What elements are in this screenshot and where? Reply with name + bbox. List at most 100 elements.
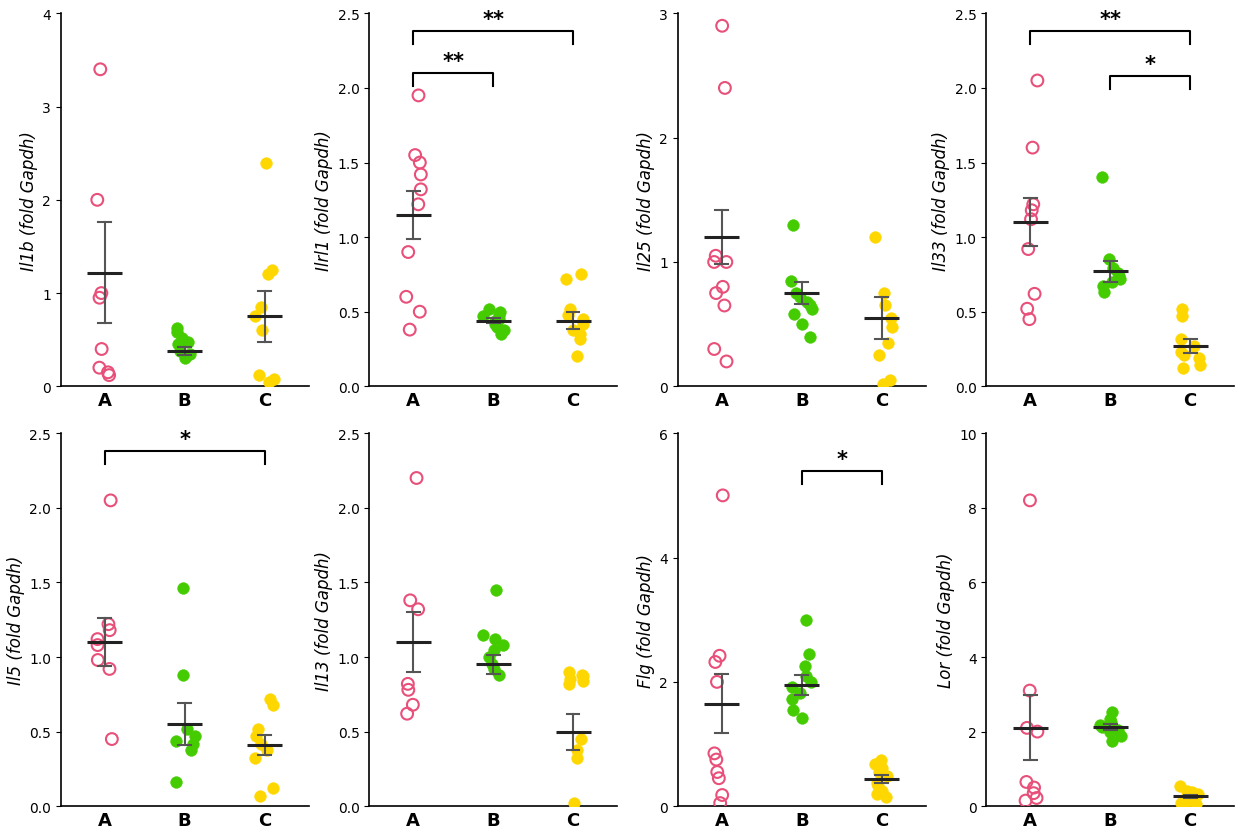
Point <box>706 250 726 263</box>
Point <box>706 287 726 300</box>
Y-axis label: Il1b (fold Gapdh): Il1b (fold Gapdh) <box>20 130 38 270</box>
Point <box>251 737 271 751</box>
Point <box>1021 204 1041 217</box>
Y-axis label: Flg (fold Gapdh): Flg (fold Gapdh) <box>637 553 655 687</box>
Point <box>712 489 732 502</box>
Point <box>248 369 268 382</box>
Point <box>573 675 593 688</box>
Point <box>558 308 578 322</box>
Point <box>408 89 428 103</box>
Point <box>1176 789 1196 803</box>
Y-axis label: Il13 (fold Gapdh): Il13 (fold Gapdh) <box>315 550 334 690</box>
Point <box>567 350 587 364</box>
Point <box>560 665 580 679</box>
Point <box>165 776 185 789</box>
Point <box>1189 352 1209 365</box>
Point <box>705 343 725 356</box>
Point <box>263 782 283 795</box>
Point <box>398 246 418 259</box>
Point <box>168 326 187 339</box>
Point <box>1170 779 1190 793</box>
Point <box>572 669 592 682</box>
Point <box>397 707 417 721</box>
Point <box>98 618 118 631</box>
Point <box>1109 273 1129 286</box>
Point <box>1098 253 1118 267</box>
Point <box>880 374 900 387</box>
Point <box>791 686 810 700</box>
Point <box>166 734 186 747</box>
Point <box>172 582 192 595</box>
Point <box>560 303 580 316</box>
Point <box>1100 712 1119 726</box>
Point <box>573 670 593 683</box>
Point <box>398 677 418 691</box>
Point <box>800 299 820 313</box>
Point <box>252 324 272 338</box>
Point <box>88 654 108 667</box>
Point <box>712 20 732 33</box>
Point <box>1026 792 1046 805</box>
Point <box>716 355 736 369</box>
Point <box>246 310 266 324</box>
Point <box>257 743 277 757</box>
Point <box>263 373 283 386</box>
Point <box>715 82 735 95</box>
Y-axis label: Ilrl1 (fold Gapdh): Ilrl1 (fold Gapdh) <box>315 130 334 271</box>
Point <box>484 662 504 675</box>
Point <box>410 306 429 319</box>
Point <box>99 624 119 637</box>
Point <box>710 797 730 810</box>
Point <box>1020 494 1040 507</box>
Point <box>872 784 892 798</box>
Point <box>87 194 107 207</box>
Point <box>1019 243 1039 257</box>
Point <box>484 643 504 656</box>
Point <box>707 675 727 689</box>
Point <box>401 594 421 607</box>
Point <box>1186 798 1206 811</box>
Point <box>565 797 585 810</box>
Point <box>1028 74 1047 88</box>
Point <box>1025 288 1045 301</box>
Point <box>867 788 887 801</box>
Point <box>875 299 895 313</box>
Point <box>1015 794 1035 808</box>
Text: *: * <box>179 430 190 450</box>
Point <box>1170 797 1190 810</box>
Point <box>795 614 815 627</box>
Point <box>1102 706 1122 719</box>
Point <box>704 256 724 269</box>
Point <box>259 375 279 389</box>
Point <box>258 268 278 282</box>
Point <box>1018 721 1037 735</box>
Point <box>1108 723 1128 737</box>
Point <box>172 332 192 345</box>
Point <box>567 743 587 757</box>
Point <box>874 287 894 300</box>
Point <box>474 628 494 641</box>
Point <box>707 766 727 779</box>
Point <box>710 650 730 663</box>
Point <box>715 299 735 313</box>
Text: **: ** <box>1100 10 1121 30</box>
Point <box>1185 340 1205 354</box>
Point <box>1174 349 1194 362</box>
Point <box>485 633 505 646</box>
Text: *: * <box>1144 55 1155 75</box>
Point <box>180 348 200 361</box>
Point <box>802 303 822 317</box>
Point <box>1092 721 1112 734</box>
Point <box>182 737 202 751</box>
Point <box>1095 286 1114 299</box>
Point <box>1093 280 1113 293</box>
Point <box>247 730 267 743</box>
Point <box>558 677 578 691</box>
Point <box>1024 198 1044 212</box>
Point <box>1016 775 1036 788</box>
Point <box>251 301 271 314</box>
Point <box>244 752 264 765</box>
Point <box>705 747 725 760</box>
Point <box>570 328 589 341</box>
Point <box>411 169 431 182</box>
